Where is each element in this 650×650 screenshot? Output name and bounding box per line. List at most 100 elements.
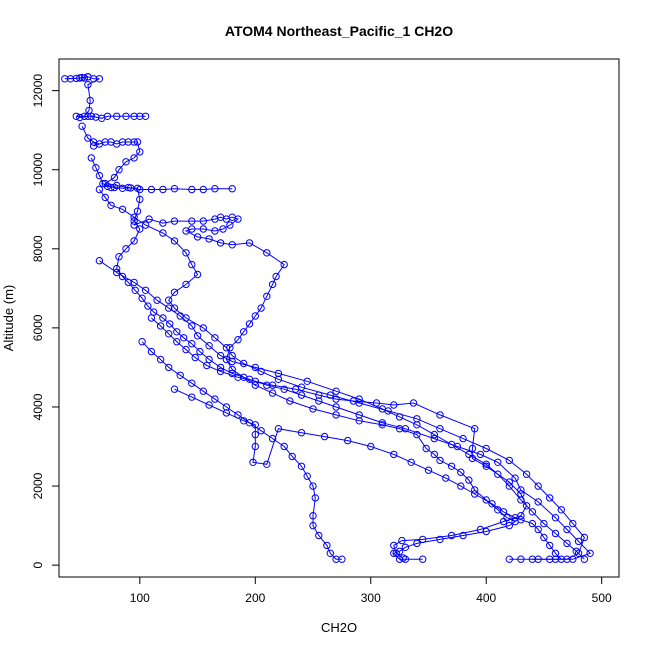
data-point [251,381,260,389]
data-point [534,482,542,490]
data-point [138,294,146,302]
data-point [145,215,153,223]
data-point [263,249,271,257]
data-point [188,379,196,387]
y-axis-title: Altitude (m) [1,285,16,351]
data-point [505,482,513,490]
data-point [147,347,156,356]
data-point [332,387,340,395]
data-point [159,314,167,322]
data-point [344,436,352,445]
data-point [522,470,531,478]
data-point [191,353,199,362]
data-point [141,286,150,294]
data-point [170,185,179,193]
data-point [228,241,236,249]
data-point [103,112,112,121]
data-point [407,458,415,466]
data-point [563,555,571,563]
data-point [378,419,386,427]
data-point [182,280,190,289]
data-point [188,393,196,401]
x-tick-label: 500 [592,591,612,605]
data-point [110,183,119,192]
data-point [113,112,121,121]
data-point [580,555,589,563]
data-point [459,434,467,443]
data-point [211,227,219,235]
data-point [226,344,234,352]
data-point [95,171,104,180]
data-point [499,517,508,526]
data-point [476,525,485,534]
data-point [494,506,502,514]
data-point [101,193,109,202]
data-point [118,184,127,193]
data-point [288,452,296,461]
data-point [534,525,542,534]
data-point [130,221,138,229]
data-point [522,502,531,510]
data-point [574,537,583,546]
data-point [280,442,288,451]
data-point [122,112,130,121]
data-point [89,75,98,83]
data-point [372,399,381,407]
data-point [170,304,179,312]
data-point [471,425,479,433]
data-point [205,401,213,409]
data-point [505,521,513,530]
data-point [395,413,404,421]
data-point [390,541,398,550]
data-point [332,555,340,563]
data-point [326,391,334,399]
data-point [170,237,179,245]
data-point [309,482,317,490]
data-point [323,541,331,550]
data-point [494,470,502,478]
data-point [188,340,196,348]
data-point [166,320,174,328]
data-point [272,272,280,281]
data-point [395,425,404,433]
data-point [95,75,104,83]
data-point [92,164,100,172]
data-point [557,555,565,563]
data-point [436,535,444,544]
data-point [482,444,490,453]
data-point [203,361,211,370]
data-point [84,134,92,142]
data-point [234,373,242,381]
data-point [574,549,583,557]
data-point [240,417,248,425]
data-point [216,239,225,247]
data-point [257,367,265,376]
data-point [546,494,554,502]
data-point [130,278,138,287]
y-axis: 0 2000 4000 6000 8000 10000 12000 [31,74,60,568]
data-point [511,474,519,482]
data-point [546,555,554,563]
data-point [436,411,444,419]
data-point [482,462,490,470]
data-point [165,330,173,338]
data-point [274,375,283,383]
data-point [332,395,340,403]
data-point [447,531,456,540]
data-point [133,138,142,146]
data-point [124,138,133,146]
data-point [468,454,477,463]
data-point [471,490,479,498]
data-point [165,304,173,312]
y-tick-label: 2000 [31,472,45,499]
data-point [176,371,184,379]
data-point [219,225,227,233]
y-tick-label: 10000 [31,153,45,187]
data-point [436,456,444,465]
data-point [274,425,283,433]
data-point [115,166,123,174]
data-point [505,555,513,563]
series-line-1 [64,76,146,119]
data-point [130,213,138,221]
